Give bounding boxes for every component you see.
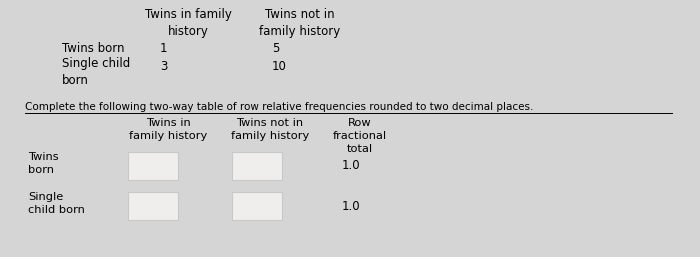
- FancyBboxPatch shape: [232, 192, 282, 220]
- Text: 10: 10: [272, 60, 287, 73]
- FancyBboxPatch shape: [232, 152, 282, 180]
- Text: Twins born: Twins born: [62, 42, 125, 55]
- Text: Twins
born: Twins born: [28, 152, 59, 175]
- Text: Twins not in
family history: Twins not in family history: [260, 8, 341, 38]
- Text: Single child
born: Single child born: [62, 57, 130, 87]
- Text: 3: 3: [160, 60, 167, 73]
- Text: Row
fractional
total: Row fractional total: [333, 118, 387, 154]
- Text: Twins not in
family history: Twins not in family history: [231, 118, 309, 141]
- Text: Twins in
family history: Twins in family history: [129, 118, 207, 141]
- Text: 1.0: 1.0: [342, 159, 360, 172]
- FancyBboxPatch shape: [128, 152, 178, 180]
- Text: 1.0: 1.0: [342, 200, 360, 213]
- Text: Complete the following two-way table of row relative frequencies rounded to two : Complete the following two-way table of …: [25, 102, 533, 112]
- Text: 5: 5: [272, 42, 279, 55]
- Text: 1: 1: [160, 42, 167, 55]
- Text: Single
child born: Single child born: [28, 192, 85, 215]
- Text: Twins in family
history: Twins in family history: [145, 8, 232, 38]
- FancyBboxPatch shape: [128, 192, 178, 220]
